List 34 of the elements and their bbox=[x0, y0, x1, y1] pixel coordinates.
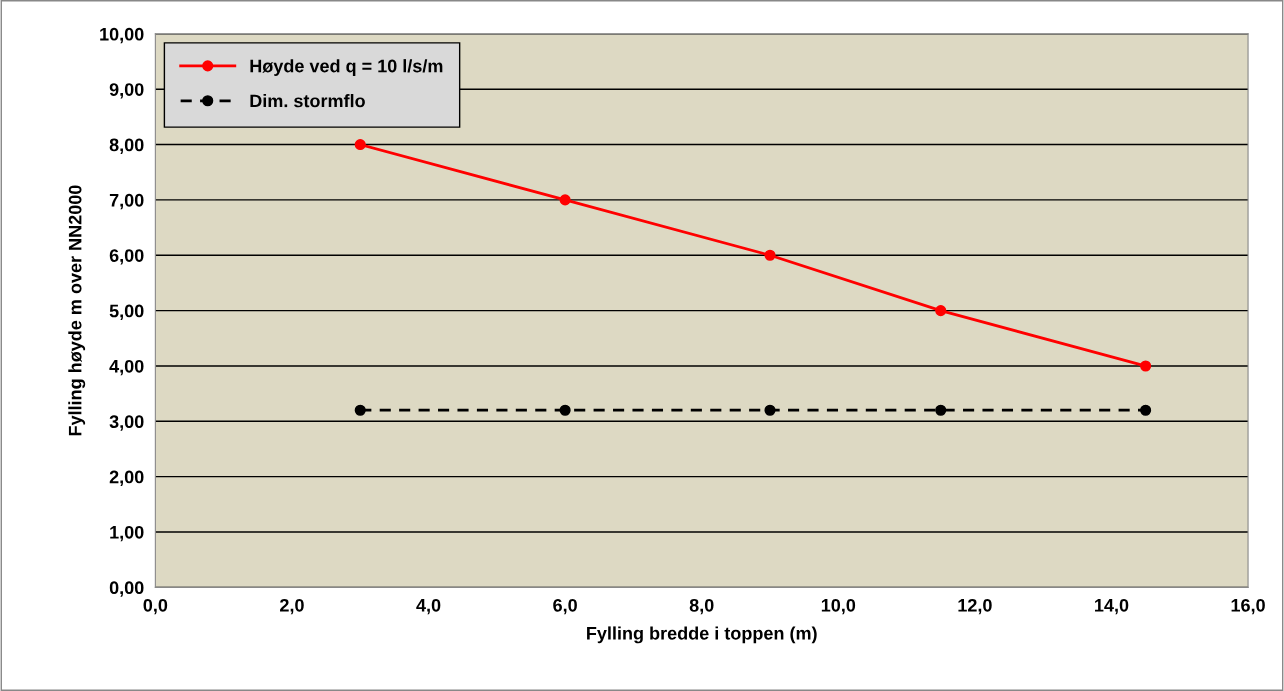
point bbox=[1140, 404, 1152, 416]
legend-label: Høyde ved q = 10 l/s/m bbox=[250, 59, 443, 76]
y-axis-title: Fylling høyde m over NN2000 bbox=[68, 185, 86, 436]
point bbox=[354, 404, 366, 416]
point bbox=[764, 249, 776, 261]
point bbox=[935, 305, 947, 317]
point bbox=[1140, 360, 1152, 372]
point bbox=[764, 404, 776, 416]
y-tick-label: 7,00 bbox=[109, 193, 144, 210]
x-tick-label: 16,0 bbox=[1231, 598, 1265, 615]
x-axis-title: Fylling bredde i toppen (m) bbox=[587, 626, 817, 644]
y-tick-label: 9,00 bbox=[109, 83, 144, 99]
point bbox=[935, 404, 947, 416]
x-tick-label: 2,0 bbox=[280, 598, 304, 615]
point bbox=[559, 194, 571, 206]
x-tick-label: 12,0 bbox=[958, 598, 992, 615]
point bbox=[354, 139, 366, 151]
x-tick-label: 0,0 bbox=[143, 598, 168, 615]
y-tick-label: 1,00 bbox=[110, 525, 144, 542]
x-tick-label: 8,0 bbox=[689, 598, 714, 615]
x-tick-label: 10,0 bbox=[821, 598, 856, 615]
y-tick-label: 2,00 bbox=[109, 470, 144, 486]
x-tick-label: 6,0 bbox=[553, 598, 577, 615]
x-tick-label: 4,0 bbox=[416, 598, 441, 615]
y-tick-label: 0,00 bbox=[109, 581, 144, 597]
y-tick-label: 3,00 bbox=[109, 415, 144, 431]
y-tick-label: 5,00 bbox=[109, 304, 144, 320]
x-tick-label: 14,0 bbox=[1095, 598, 1129, 615]
point bbox=[559, 404, 571, 416]
y-tick-label: 10,00 bbox=[100, 27, 144, 44]
legend-label: Dim. stormflo bbox=[250, 94, 365, 108]
y-tick-label: 4,00 bbox=[109, 359, 144, 376]
y-tick-label: 6,00 bbox=[109, 249, 144, 265]
y-tick-label: 8,00 bbox=[109, 138, 144, 154]
